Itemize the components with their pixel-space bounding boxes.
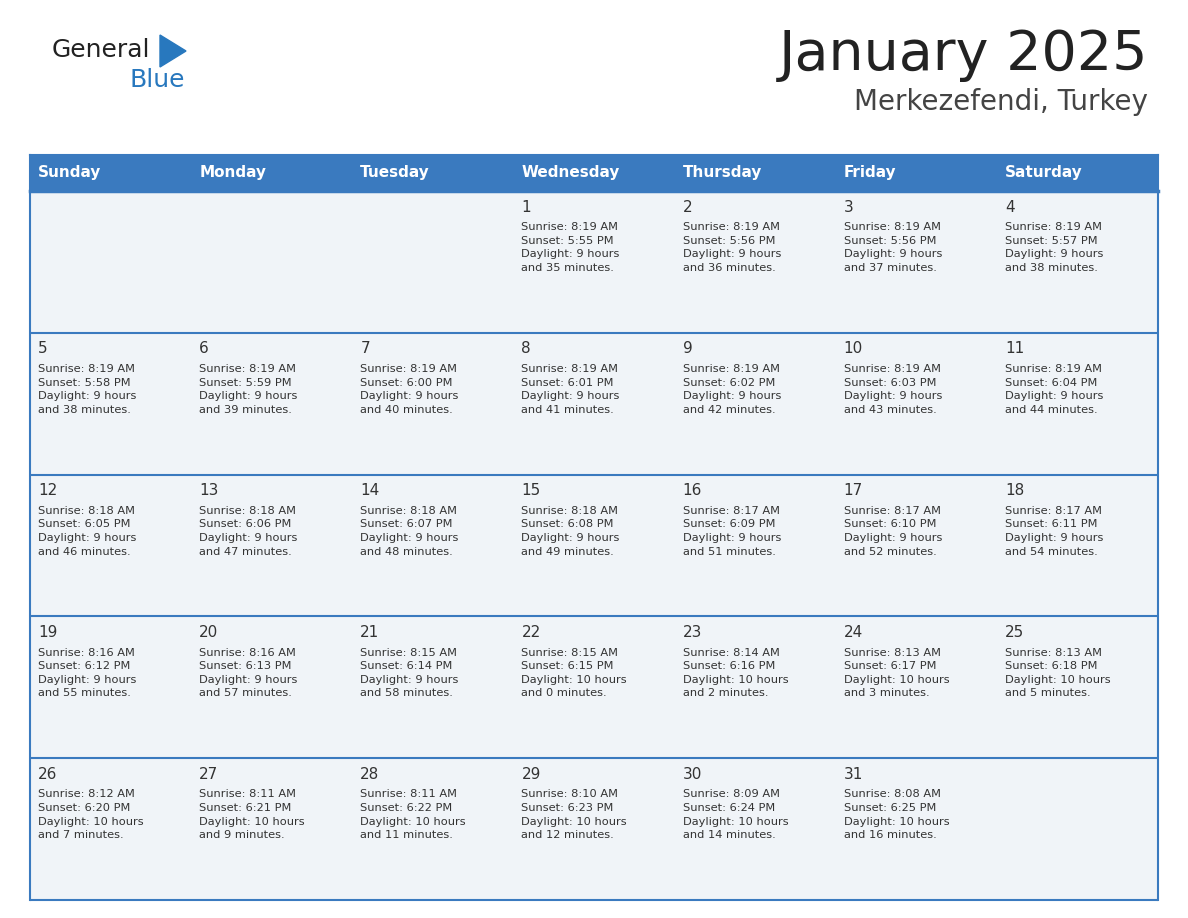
Text: 14: 14 bbox=[360, 483, 380, 498]
Text: 13: 13 bbox=[200, 483, 219, 498]
Text: Sunrise: 8:16 AM
Sunset: 6:13 PM
Daylight: 9 hours
and 57 minutes.: Sunrise: 8:16 AM Sunset: 6:13 PM Dayligh… bbox=[200, 647, 297, 699]
Text: 3: 3 bbox=[843, 199, 853, 215]
Text: Sunrise: 8:18 AM
Sunset: 6:05 PM
Daylight: 9 hours
and 46 minutes.: Sunrise: 8:18 AM Sunset: 6:05 PM Dayligh… bbox=[38, 506, 137, 556]
Text: Merkezefendi, Turkey: Merkezefendi, Turkey bbox=[854, 88, 1148, 116]
Text: 10: 10 bbox=[843, 341, 862, 356]
Text: Sunrise: 8:15 AM
Sunset: 6:14 PM
Daylight: 9 hours
and 58 minutes.: Sunrise: 8:15 AM Sunset: 6:14 PM Dayligh… bbox=[360, 647, 459, 699]
Text: 29: 29 bbox=[522, 767, 541, 782]
Text: Sunrise: 8:19 AM
Sunset: 6:03 PM
Daylight: 9 hours
and 43 minutes.: Sunrise: 8:19 AM Sunset: 6:03 PM Dayligh… bbox=[843, 364, 942, 415]
Text: 27: 27 bbox=[200, 767, 219, 782]
Text: 20: 20 bbox=[200, 625, 219, 640]
Text: Sunrise: 8:19 AM
Sunset: 5:56 PM
Daylight: 9 hours
and 37 minutes.: Sunrise: 8:19 AM Sunset: 5:56 PM Dayligh… bbox=[843, 222, 942, 273]
Text: Sunrise: 8:12 AM
Sunset: 6:20 PM
Daylight: 10 hours
and 7 minutes.: Sunrise: 8:12 AM Sunset: 6:20 PM Dayligh… bbox=[38, 789, 144, 840]
Text: 30: 30 bbox=[683, 767, 702, 782]
Text: Sunrise: 8:18 AM
Sunset: 6:06 PM
Daylight: 9 hours
and 47 minutes.: Sunrise: 8:18 AM Sunset: 6:06 PM Dayligh… bbox=[200, 506, 297, 556]
Text: 1: 1 bbox=[522, 199, 531, 215]
Text: 26: 26 bbox=[38, 767, 57, 782]
Text: Blue: Blue bbox=[129, 68, 185, 92]
Text: 8: 8 bbox=[522, 341, 531, 356]
Bar bbox=[30, 758, 1158, 900]
Text: Sunrise: 8:19 AM
Sunset: 6:00 PM
Daylight: 9 hours
and 40 minutes.: Sunrise: 8:19 AM Sunset: 6:00 PM Dayligh… bbox=[360, 364, 459, 415]
Text: Sunrise: 8:19 AM
Sunset: 5:59 PM
Daylight: 9 hours
and 39 minutes.: Sunrise: 8:19 AM Sunset: 5:59 PM Dayligh… bbox=[200, 364, 297, 415]
Text: 6: 6 bbox=[200, 341, 209, 356]
Text: Sunday: Sunday bbox=[38, 165, 101, 181]
Text: General: General bbox=[52, 38, 151, 62]
Text: Sunrise: 8:19 AM
Sunset: 6:02 PM
Daylight: 9 hours
and 42 minutes.: Sunrise: 8:19 AM Sunset: 6:02 PM Dayligh… bbox=[683, 364, 781, 415]
Text: 19: 19 bbox=[38, 625, 57, 640]
Bar bbox=[513, 155, 675, 191]
Text: Sunrise: 8:19 AM
Sunset: 6:04 PM
Daylight: 9 hours
and 44 minutes.: Sunrise: 8:19 AM Sunset: 6:04 PM Dayligh… bbox=[1005, 364, 1104, 415]
Text: Sunrise: 8:18 AM
Sunset: 6:07 PM
Daylight: 9 hours
and 48 minutes.: Sunrise: 8:18 AM Sunset: 6:07 PM Dayligh… bbox=[360, 506, 459, 556]
Text: Sunrise: 8:19 AM
Sunset: 5:58 PM
Daylight: 9 hours
and 38 minutes.: Sunrise: 8:19 AM Sunset: 5:58 PM Dayligh… bbox=[38, 364, 137, 415]
Text: 17: 17 bbox=[843, 483, 862, 498]
Text: 23: 23 bbox=[683, 625, 702, 640]
Text: 2: 2 bbox=[683, 199, 693, 215]
Text: Monday: Monday bbox=[200, 165, 266, 181]
Text: Sunrise: 8:19 AM
Sunset: 6:01 PM
Daylight: 9 hours
and 41 minutes.: Sunrise: 8:19 AM Sunset: 6:01 PM Dayligh… bbox=[522, 364, 620, 415]
Polygon shape bbox=[160, 35, 187, 67]
Text: Sunrise: 8:19 AM
Sunset: 5:57 PM
Daylight: 9 hours
and 38 minutes.: Sunrise: 8:19 AM Sunset: 5:57 PM Dayligh… bbox=[1005, 222, 1104, 273]
Text: Sunrise: 8:14 AM
Sunset: 6:16 PM
Daylight: 10 hours
and 2 minutes.: Sunrise: 8:14 AM Sunset: 6:16 PM Dayligh… bbox=[683, 647, 789, 699]
Text: Sunrise: 8:19 AM
Sunset: 5:55 PM
Daylight: 9 hours
and 35 minutes.: Sunrise: 8:19 AM Sunset: 5:55 PM Dayligh… bbox=[522, 222, 620, 273]
Text: 24: 24 bbox=[843, 625, 862, 640]
Bar bbox=[30, 155, 191, 191]
Text: 31: 31 bbox=[843, 767, 864, 782]
Text: Sunrise: 8:09 AM
Sunset: 6:24 PM
Daylight: 10 hours
and 14 minutes.: Sunrise: 8:09 AM Sunset: 6:24 PM Dayligh… bbox=[683, 789, 789, 840]
Text: Sunrise: 8:11 AM
Sunset: 6:21 PM
Daylight: 10 hours
and 9 minutes.: Sunrise: 8:11 AM Sunset: 6:21 PM Dayligh… bbox=[200, 789, 305, 840]
Bar bbox=[997, 155, 1158, 191]
Bar bbox=[675, 155, 835, 191]
Text: 5: 5 bbox=[38, 341, 48, 356]
Bar bbox=[353, 155, 513, 191]
Text: Thursday: Thursday bbox=[683, 165, 762, 181]
Text: Sunrise: 8:19 AM
Sunset: 5:56 PM
Daylight: 9 hours
and 36 minutes.: Sunrise: 8:19 AM Sunset: 5:56 PM Dayligh… bbox=[683, 222, 781, 273]
Text: 18: 18 bbox=[1005, 483, 1024, 498]
Text: Sunrise: 8:08 AM
Sunset: 6:25 PM
Daylight: 10 hours
and 16 minutes.: Sunrise: 8:08 AM Sunset: 6:25 PM Dayligh… bbox=[843, 789, 949, 840]
Text: Friday: Friday bbox=[843, 165, 897, 181]
Text: 15: 15 bbox=[522, 483, 541, 498]
Text: Wednesday: Wednesday bbox=[522, 165, 620, 181]
Bar bbox=[191, 155, 353, 191]
Bar bbox=[30, 191, 1158, 333]
Text: Tuesday: Tuesday bbox=[360, 165, 430, 181]
Text: 4: 4 bbox=[1005, 199, 1015, 215]
Text: January 2025: January 2025 bbox=[778, 28, 1148, 82]
Text: Sunrise: 8:13 AM
Sunset: 6:18 PM
Daylight: 10 hours
and 5 minutes.: Sunrise: 8:13 AM Sunset: 6:18 PM Dayligh… bbox=[1005, 647, 1111, 699]
Text: 22: 22 bbox=[522, 625, 541, 640]
Text: Sunrise: 8:17 AM
Sunset: 6:11 PM
Daylight: 9 hours
and 54 minutes.: Sunrise: 8:17 AM Sunset: 6:11 PM Dayligh… bbox=[1005, 506, 1104, 556]
Text: 25: 25 bbox=[1005, 625, 1024, 640]
Text: 9: 9 bbox=[683, 341, 693, 356]
Bar bbox=[835, 155, 997, 191]
Text: 16: 16 bbox=[683, 483, 702, 498]
Bar bbox=[30, 333, 1158, 475]
Text: Sunrise: 8:18 AM
Sunset: 6:08 PM
Daylight: 9 hours
and 49 minutes.: Sunrise: 8:18 AM Sunset: 6:08 PM Dayligh… bbox=[522, 506, 620, 556]
Text: 21: 21 bbox=[360, 625, 380, 640]
Text: Saturday: Saturday bbox=[1005, 165, 1082, 181]
Text: Sunrise: 8:17 AM
Sunset: 6:10 PM
Daylight: 9 hours
and 52 minutes.: Sunrise: 8:17 AM Sunset: 6:10 PM Dayligh… bbox=[843, 506, 942, 556]
Text: Sunrise: 8:10 AM
Sunset: 6:23 PM
Daylight: 10 hours
and 12 minutes.: Sunrise: 8:10 AM Sunset: 6:23 PM Dayligh… bbox=[522, 789, 627, 840]
Bar bbox=[30, 475, 1158, 616]
Text: 28: 28 bbox=[360, 767, 380, 782]
Text: Sunrise: 8:17 AM
Sunset: 6:09 PM
Daylight: 9 hours
and 51 minutes.: Sunrise: 8:17 AM Sunset: 6:09 PM Dayligh… bbox=[683, 506, 781, 556]
Text: Sunrise: 8:11 AM
Sunset: 6:22 PM
Daylight: 10 hours
and 11 minutes.: Sunrise: 8:11 AM Sunset: 6:22 PM Dayligh… bbox=[360, 789, 466, 840]
Bar bbox=[30, 616, 1158, 758]
Text: Sunrise: 8:16 AM
Sunset: 6:12 PM
Daylight: 9 hours
and 55 minutes.: Sunrise: 8:16 AM Sunset: 6:12 PM Dayligh… bbox=[38, 647, 137, 699]
Text: Sunrise: 8:13 AM
Sunset: 6:17 PM
Daylight: 10 hours
and 3 minutes.: Sunrise: 8:13 AM Sunset: 6:17 PM Dayligh… bbox=[843, 647, 949, 699]
Text: 7: 7 bbox=[360, 341, 369, 356]
Text: Sunrise: 8:15 AM
Sunset: 6:15 PM
Daylight: 10 hours
and 0 minutes.: Sunrise: 8:15 AM Sunset: 6:15 PM Dayligh… bbox=[522, 647, 627, 699]
Text: 11: 11 bbox=[1005, 341, 1024, 356]
Text: 12: 12 bbox=[38, 483, 57, 498]
